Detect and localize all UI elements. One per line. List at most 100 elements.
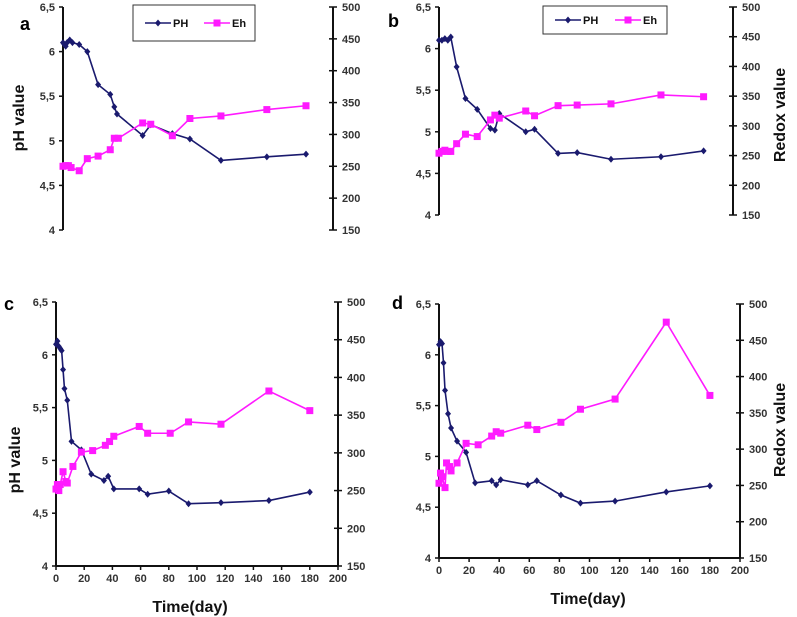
eh-point xyxy=(144,429,152,437)
y2-tick-label: 500 xyxy=(742,2,760,14)
y-tick-label: 4,5 xyxy=(416,502,431,514)
legend-ph-label: PH xyxy=(583,15,598,27)
ph-point xyxy=(555,149,562,157)
y-tick-label: 5 xyxy=(425,127,431,139)
x-tick-label: 120 xyxy=(216,573,234,585)
eh-point xyxy=(447,147,455,155)
y2-tick-label: 250 xyxy=(347,486,365,498)
eh-point xyxy=(168,132,176,140)
x-tick-label: 140 xyxy=(244,573,262,585)
y2-axis-label: Redox value xyxy=(772,383,789,477)
y2-tick-label: 450 xyxy=(749,335,767,347)
y2-tick-label: 200 xyxy=(749,517,767,529)
eh-point xyxy=(437,469,445,477)
eh-point xyxy=(497,429,505,437)
panel-label: d xyxy=(392,293,403,313)
panel-label: a xyxy=(20,14,31,34)
eh-point xyxy=(453,140,461,148)
ph-point xyxy=(68,437,75,445)
eh-point xyxy=(462,439,470,447)
eh-point xyxy=(265,387,273,395)
eh-point xyxy=(533,426,541,434)
ph-point xyxy=(488,477,495,485)
y-axis-label: pH value xyxy=(11,85,28,152)
ph-point xyxy=(60,366,67,374)
eh-point xyxy=(55,487,63,495)
ph-point xyxy=(607,155,614,163)
panel-b: 4 4,5 5 5,5 6 6,5 150 200 250 300 350 400 450 500 b Red… xyxy=(388,2,789,222)
y-tick-label: 4 xyxy=(49,225,56,237)
ph-point xyxy=(574,149,581,157)
eh-point xyxy=(524,421,532,429)
ph-point xyxy=(107,90,114,98)
panel-a: 4 4,5 5 5,5 6 6,5 150 200 250 300 350 400 450 500 a pH … xyxy=(11,2,360,237)
eh-point xyxy=(166,429,174,437)
x-axis-label: Time(day) xyxy=(152,599,227,616)
eh-point xyxy=(657,91,665,99)
series-line-eh xyxy=(438,94,704,154)
x-tick-label: 180 xyxy=(301,573,319,585)
ph-point xyxy=(493,481,500,489)
y-tick-label: 6,5 xyxy=(416,299,431,311)
y2-tick-label: 250 xyxy=(749,480,767,492)
eh-point xyxy=(554,102,562,110)
x-tick-label: 20 xyxy=(78,573,90,585)
eh-point xyxy=(56,481,64,489)
y-tick-label: 6,5 xyxy=(33,297,48,309)
y2-tick-label: 450 xyxy=(342,34,360,46)
eh-point xyxy=(217,112,225,120)
x-tick-label: 100 xyxy=(188,573,206,585)
y2-tick-label: 150 xyxy=(742,210,760,222)
series-eh xyxy=(435,318,714,492)
ph-point xyxy=(76,40,83,48)
eh-point xyxy=(461,130,469,138)
y-tick-label: 4 xyxy=(425,553,432,565)
y2-tick-label: 400 xyxy=(749,372,767,384)
series-line-ph xyxy=(438,340,711,504)
ph-point xyxy=(114,110,120,118)
eh-point xyxy=(573,101,581,109)
ph-point xyxy=(61,385,68,393)
y2-tick-label: 150 xyxy=(749,553,767,565)
ph-point xyxy=(88,470,95,478)
series-eh xyxy=(435,91,708,157)
y2-tick-label: 350 xyxy=(347,410,365,422)
y2-tick-label: 200 xyxy=(347,523,365,535)
legend-ph-marker xyxy=(565,16,571,24)
series-ph xyxy=(53,337,313,508)
ph-point xyxy=(100,476,107,484)
eh-point xyxy=(488,432,496,440)
x-tick-label: 200 xyxy=(329,573,347,585)
eh-point xyxy=(135,422,143,430)
y2-tick-label: 400 xyxy=(342,66,360,78)
series-line-eh xyxy=(62,104,307,172)
eh-point xyxy=(492,428,500,436)
eh-point xyxy=(94,152,102,160)
eh-point xyxy=(186,115,194,122)
eh-point xyxy=(106,438,114,446)
y-tick-label: 4,5 xyxy=(33,508,48,520)
ph-point xyxy=(105,472,112,480)
y-tick-label: 6 xyxy=(49,47,55,59)
ph-point xyxy=(491,126,498,134)
eh-point xyxy=(453,459,461,467)
series-ph xyxy=(436,338,713,507)
series-ph xyxy=(436,33,707,163)
eh-point xyxy=(473,133,481,141)
y2-tick-label: 500 xyxy=(347,297,365,309)
ph-point xyxy=(706,482,713,490)
legend: PH Eh xyxy=(542,5,668,35)
y-tick-label: 5,5 xyxy=(40,91,55,103)
panel-label: b xyxy=(388,11,399,31)
y-tick-label: 5 xyxy=(42,455,48,467)
series-line-eh xyxy=(438,320,711,488)
ph-point xyxy=(58,347,65,355)
eh-point xyxy=(302,102,310,110)
y2-tick-label: 250 xyxy=(742,151,760,163)
y-tick-label: 5 xyxy=(425,451,431,463)
ph-point xyxy=(303,150,309,158)
ph-point xyxy=(64,396,71,404)
y2-tick-label: 300 xyxy=(347,448,365,460)
eh-point xyxy=(441,484,449,492)
